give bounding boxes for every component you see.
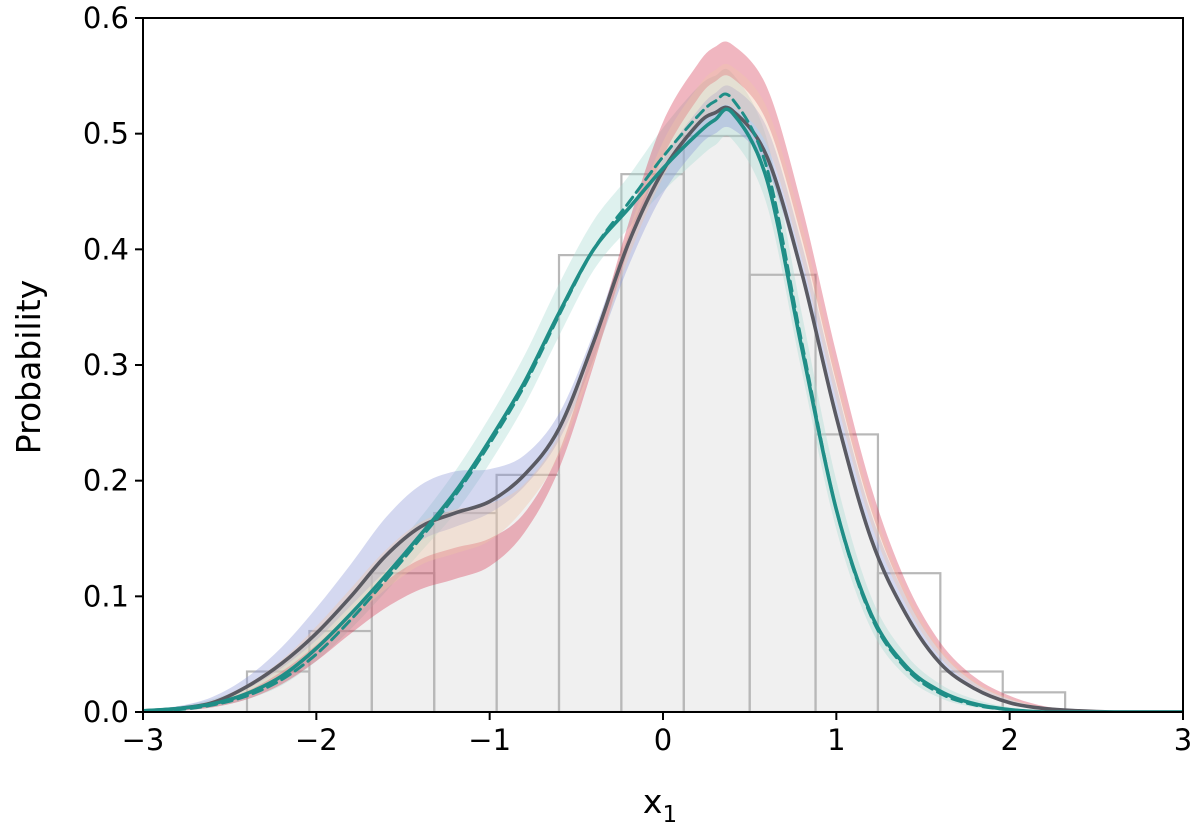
x-axis-label-main: x	[643, 782, 663, 821]
histogram-bar	[876, 572, 942, 712]
y-tick-label: 0.5	[83, 117, 129, 151]
y-axis-label: Probability	[9, 280, 48, 454]
x-tick-label: −1	[468, 723, 511, 757]
y-tick-label: 0.3	[83, 348, 129, 382]
x-tick-label: 3	[1174, 723, 1192, 757]
y-tick-label: 0.2	[83, 464, 129, 498]
x-tick-label: 2	[1000, 723, 1018, 757]
y-tick-label: 0.4	[83, 232, 129, 266]
x-axis-label: x1	[643, 782, 677, 828]
model-mean-line	[143, 105, 1183, 712]
plot-content	[143, 41, 1183, 712]
axes: −3 −2 −1 0 1 2 3 0.0 0.1 0.2 0.3 0.4 0.5 0.6	[83, 1, 1192, 757]
y-tick-label: 0.6	[83, 1, 129, 35]
y-tick-label: 0.1	[83, 579, 129, 613]
peach-band	[143, 63, 1183, 712]
x-axis-label-subscript: 1	[662, 802, 677, 828]
reference-dashed-line	[143, 92, 1183, 712]
plot-area	[143, 41, 1183, 712]
x-tick-label: −2	[295, 723, 338, 757]
x-tick-label: 1	[827, 723, 845, 757]
teal-band	[143, 68, 1183, 712]
density-fill-area	[143, 107, 1183, 712]
x-tick-label: −3	[122, 723, 165, 757]
y-tick-label: 0.0	[83, 695, 129, 729]
x-tick-label: 0	[654, 723, 672, 757]
